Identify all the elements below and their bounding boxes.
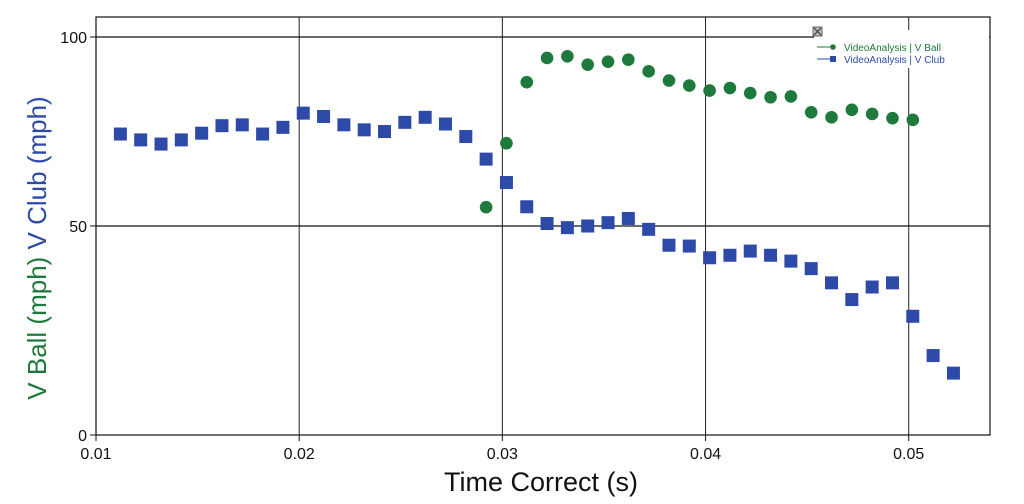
v-ball-point [886,111,899,125]
v-club-point [499,176,513,190]
v-club-point [784,254,798,268]
legend-marker-square [830,56,836,62]
v-club-point [296,106,310,120]
v-club-point [134,133,148,147]
v-club-point [906,309,920,323]
v-club-point [113,127,127,141]
v-ball-point [743,86,757,100]
v-club-point [174,133,188,147]
x-axis-label: Time Correct (s) [444,467,638,497]
x-tick-label: 0.03 [487,446,518,463]
v-club-point [215,119,229,133]
v-club-point [317,109,331,123]
v-club-point [946,366,960,380]
data-points [113,49,960,380]
v-club-point [682,239,696,253]
v-ball-point [642,65,655,78]
v-ball-point [682,79,696,92]
x-tick-label: 0.02 [284,446,315,463]
v-club-point [926,349,940,363]
v-club-point [398,115,412,129]
v-club-point [601,216,615,230]
axis-ticks: 0.01 0.02 0.03 0.04 0.05 0 50 100 [60,30,924,463]
v-ball-point [601,55,615,69]
x-tick-label: 0.01 [80,446,111,463]
y-label-v-club: V Club (mph) [22,96,52,256]
v-club-point [743,244,757,258]
v-club-point [378,125,392,139]
close-icon-cross [813,27,822,36]
v-club-point [479,152,493,166]
v-ball-point [540,51,554,65]
v-ball-point [784,90,798,103]
v-club-point [621,211,635,225]
v-ball-point [804,106,818,119]
v-club-point [764,248,778,262]
v-ball-point [906,113,920,127]
v-ball-point [845,103,859,117]
v-ball-point [622,53,635,66]
v-club-point [357,123,371,137]
v-club-point [540,216,554,230]
v-ball-point [479,200,493,214]
v-club-point [154,137,168,151]
v-club-point [560,221,574,235]
v-ball-point [723,81,737,95]
v-club-point [662,238,676,252]
v-club-point [459,130,473,144]
v-club-point [256,127,270,141]
v-club-point [235,118,249,132]
y-axis-label: V Ball (mph) V Club (mph) [22,96,52,399]
v-club-point [825,276,839,290]
v-club-point [520,200,534,214]
v-club-point [865,280,879,294]
v-ball-point [500,136,513,150]
v-club-point [581,219,595,233]
legend-entry-label: VideoAnalysis | V Club [844,55,945,66]
v-ball-point [703,84,716,97]
y-label-v-ball: V Ball (mph) [22,257,52,400]
v-ball-point [662,74,676,87]
v-club-point [885,276,899,290]
v-club-point [723,248,737,262]
x-tick-label: 0.05 [893,446,924,463]
v-ball-point [764,90,777,104]
v-club-point [845,293,859,307]
v-club-point [418,110,432,124]
v-club-point [703,251,717,265]
close-icon [812,26,823,37]
v-club-point [337,118,351,132]
v-club-point [195,126,209,140]
v-club-point [276,120,290,134]
y-tick-label: 100 [60,30,87,47]
x-tick-label: 0.04 [690,446,721,463]
v-club-point [438,117,452,131]
v-club-point [804,262,818,276]
v-ball-point [520,75,534,89]
legend-entry-label: VideoAnalysis | V Ball [844,43,941,54]
y-tick-label: 0 [78,428,87,445]
v-ball-point [825,111,838,124]
legend-box [814,30,989,68]
v-ball-point [581,58,594,71]
v-ball-point [865,107,879,121]
y-tick-label: 50 [69,219,87,236]
legend-marker-circle [830,44,836,50]
v-club-point [642,222,656,236]
v-ball-point [561,49,574,63]
